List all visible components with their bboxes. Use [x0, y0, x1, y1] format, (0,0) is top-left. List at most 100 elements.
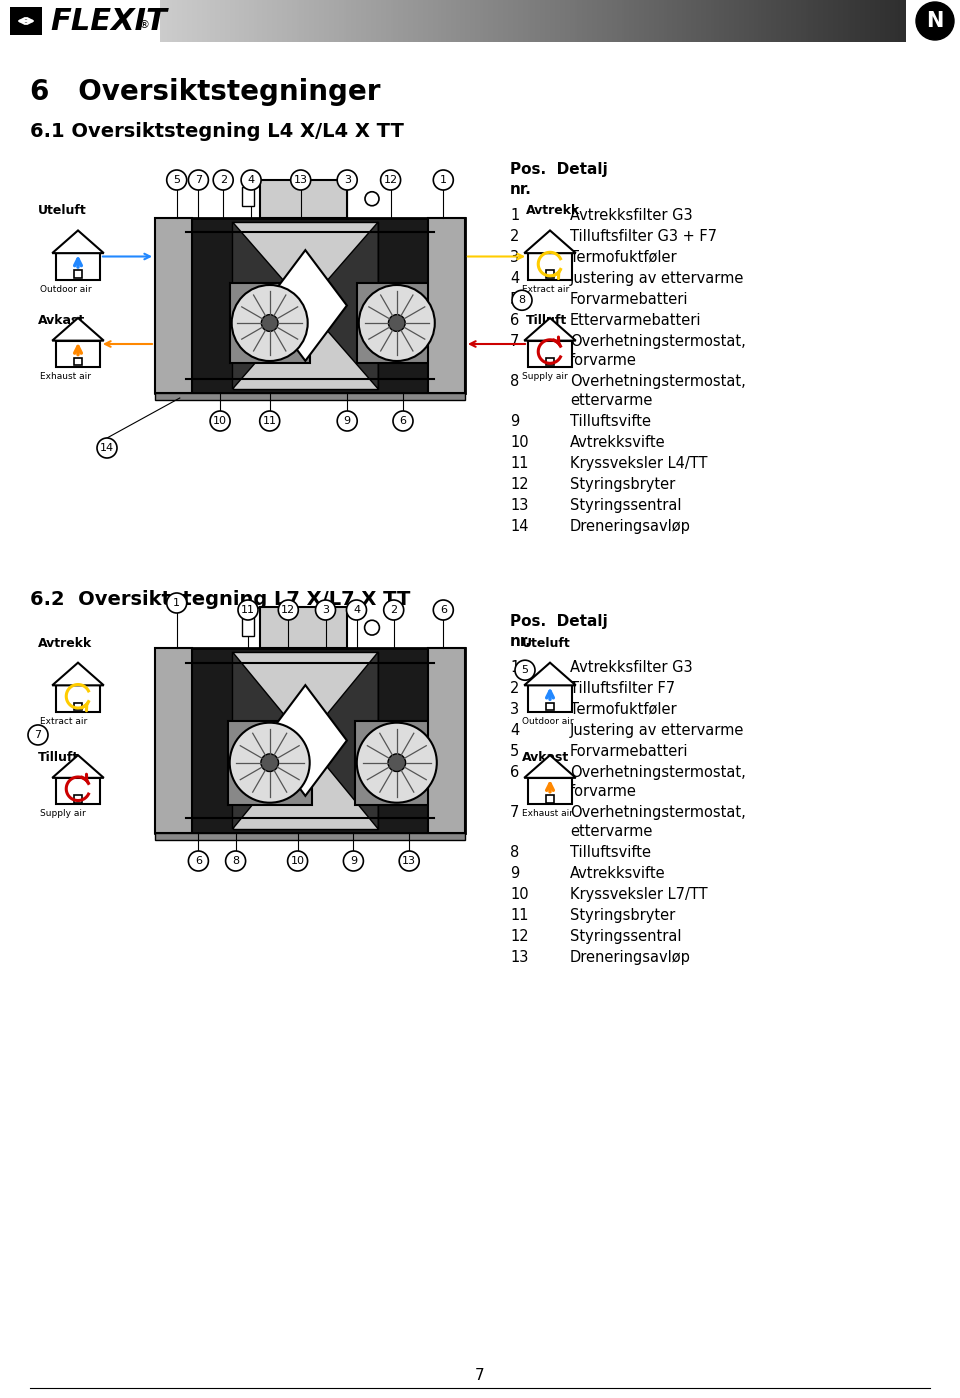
Bar	[851, 0, 853, 42]
Bar	[495, 0, 498, 42]
Bar	[403, 0, 406, 42]
Bar	[660, 0, 662, 42]
Text: 8: 8	[518, 295, 525, 305]
Bar	[870, 0, 874, 42]
Bar	[478, 0, 481, 42]
Bar	[577, 0, 580, 42]
Text: Forvarmebatteri: Forvarmebatteri	[570, 292, 688, 308]
Bar	[654, 0, 658, 42]
Text: 8: 8	[232, 856, 239, 865]
Bar	[696, 0, 700, 42]
Bar	[317, 0, 320, 42]
Bar	[771, 0, 774, 42]
Bar	[182, 0, 185, 42]
Bar	[212, 0, 215, 42]
Bar	[259, 0, 262, 42]
Bar	[260, 607, 348, 649]
Bar	[589, 0, 592, 42]
Bar	[398, 0, 401, 42]
Bar	[724, 0, 727, 42]
Circle shape	[384, 600, 404, 619]
Bar	[203, 0, 205, 42]
Bar	[250, 0, 252, 42]
Bar	[461, 0, 464, 42]
Bar	[761, 0, 764, 42]
Bar	[597, 0, 600, 42]
Bar	[170, 0, 173, 42]
Text: 5: 5	[510, 744, 519, 759]
Bar	[505, 0, 508, 42]
Circle shape	[261, 315, 278, 331]
Bar	[733, 0, 736, 42]
Bar	[239, 0, 243, 42]
Circle shape	[344, 851, 364, 871]
Text: 2: 2	[390, 605, 397, 615]
Bar	[394, 0, 396, 42]
Text: Avtrekksvifte: Avtrekksvifte	[570, 865, 665, 881]
Bar	[763, 0, 766, 42]
Bar	[749, 0, 752, 42]
Bar	[642, 0, 645, 42]
Bar	[383, 0, 387, 42]
Bar	[466, 0, 468, 42]
Bar	[639, 0, 642, 42]
Bar	[774, 0, 777, 42]
Bar	[729, 0, 732, 42]
Bar	[369, 0, 372, 42]
Text: Avtrekksfilter G3: Avtrekksfilter G3	[570, 660, 692, 675]
Bar	[816, 0, 819, 42]
Text: 7: 7	[510, 805, 519, 821]
Bar	[776, 0, 779, 42]
Bar	[533, 0, 536, 42]
Text: Uteluft: Uteluft	[38, 204, 86, 218]
Bar	[888, 0, 891, 42]
Bar	[267, 0, 270, 42]
Text: Avtrekk: Avtrekk	[526, 204, 580, 218]
Bar	[823, 0, 826, 42]
Text: Outdoor air: Outdoor air	[40, 285, 91, 294]
Bar	[746, 0, 749, 42]
Bar	[232, 651, 378, 829]
Bar	[229, 0, 232, 42]
Circle shape	[512, 291, 532, 310]
Bar	[661, 0, 664, 42]
Bar	[833, 0, 836, 42]
Bar	[486, 0, 489, 42]
Circle shape	[433, 600, 453, 619]
Circle shape	[97, 438, 117, 459]
Bar	[873, 0, 876, 42]
Bar	[381, 0, 384, 42]
Bar	[893, 0, 896, 42]
Bar	[74, 703, 82, 710]
Bar	[546, 270, 554, 278]
Text: Justering av ettervarme: Justering av ettervarme	[570, 723, 744, 738]
Bar	[252, 0, 254, 42]
Bar	[353, 0, 357, 42]
Bar	[389, 0, 392, 42]
Bar	[356, 0, 359, 42]
Bar	[373, 0, 376, 42]
Bar	[691, 0, 694, 42]
Bar	[528, 253, 572, 280]
Bar	[309, 0, 312, 42]
Bar	[74, 358, 82, 365]
Bar	[155, 649, 192, 833]
Text: 4: 4	[353, 605, 360, 615]
Circle shape	[229, 723, 310, 802]
Text: Pos.  Detalj: Pos. Detalj	[510, 614, 608, 629]
Bar	[311, 0, 315, 42]
Bar	[448, 0, 451, 42]
Bar	[351, 0, 354, 42]
Bar	[808, 0, 811, 42]
Text: 7: 7	[510, 334, 519, 350]
Circle shape	[337, 411, 357, 431]
Bar	[550, 0, 553, 42]
Bar	[319, 0, 322, 42]
Bar	[438, 0, 441, 42]
Bar	[155, 649, 465, 833]
Circle shape	[213, 171, 233, 190]
Bar	[647, 0, 650, 42]
Bar	[546, 795, 554, 802]
Bar	[155, 833, 465, 840]
Text: Overhetningstermostat,: Overhetningstermostat,	[570, 805, 746, 821]
